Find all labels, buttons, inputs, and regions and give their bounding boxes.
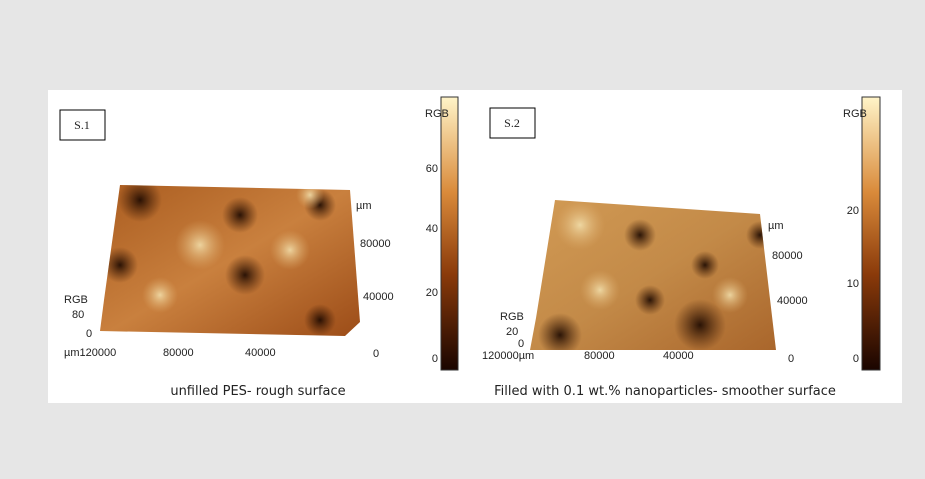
colorbar-tick: 20: [426, 287, 438, 299]
axis-tick: 120000µm: [482, 350, 534, 362]
axis-tick: 40000: [245, 347, 276, 359]
axis-tick: 20: [506, 326, 518, 338]
colorbar-tick: 20: [847, 205, 859, 217]
axis-tick: 80: [72, 309, 84, 321]
axis-tick: 80000: [163, 347, 194, 359]
colorbar: [441, 97, 458, 370]
colorbar-tick: 10: [847, 278, 859, 290]
axis-tick: 40000: [663, 350, 694, 362]
colorbar-tick: 0: [432, 353, 438, 365]
panel-label: S.1: [74, 118, 90, 132]
axis-tick: 40000: [363, 291, 394, 303]
caption: unfilled PES- rough surface: [170, 384, 345, 399]
axis-tick: 80000: [584, 350, 615, 362]
axis-tick: 0: [788, 353, 794, 365]
axis-tick: 0: [518, 338, 524, 350]
axis-tick: 40000: [777, 295, 808, 307]
axis-tick: µm120000: [64, 347, 116, 359]
colorbar-title: RGB: [425, 108, 449, 120]
page: {"panels": [ {"label": "S.1", "caption":…: [0, 0, 925, 475]
colorbar: [862, 97, 880, 370]
colorbar-tick: 40: [426, 223, 438, 235]
axis-unit: µm: [768, 220, 784, 232]
axis-tick: 0: [373, 348, 379, 360]
colorbar-title: RGB: [843, 108, 867, 120]
axis-tick: 80000: [772, 250, 803, 262]
axis-tick: 80000: [360, 238, 391, 250]
figure: S.1 RGB 60 40 20 0 µm 80000 40000 0 RGB …: [0, 0, 925, 475]
colorbar-tick: 60: [426, 163, 438, 175]
surface-image: [525, 195, 780, 357]
axis-title: RGB: [64, 294, 88, 306]
axis-tick: 0: [86, 328, 92, 340]
caption: Filled with 0.1 wt.% nanoparticles- smoo…: [494, 384, 836, 399]
axis-title: RGB: [500, 311, 524, 323]
colorbar-tick: 0: [853, 353, 859, 365]
axis-unit: µm: [356, 200, 372, 212]
surface-image: [95, 178, 365, 340]
panel-label: S.2: [504, 116, 520, 130]
